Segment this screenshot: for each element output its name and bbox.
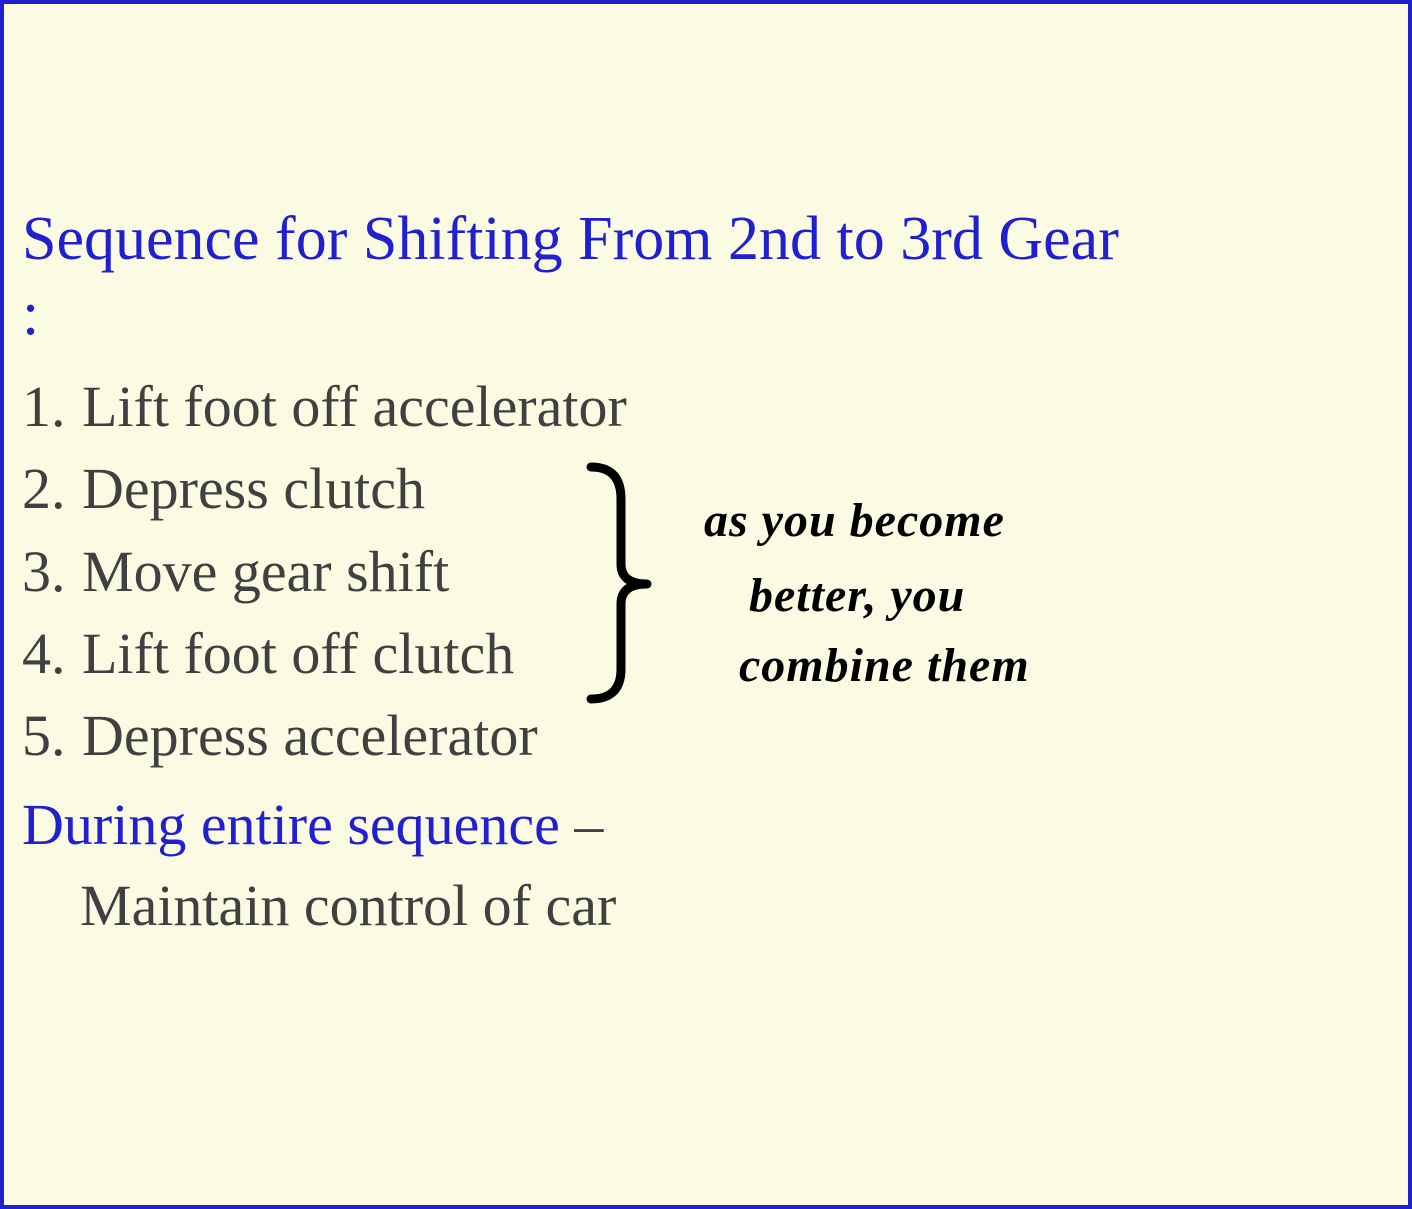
ordered-list: 1. Lift foot off accelerator 2. Depress … <box>22 366 1390 778</box>
title-colon: : <box>22 280 1390 348</box>
list-number: 1. <box>22 366 82 448</box>
indent-text: Maintain control of car <box>22 865 1390 946</box>
list-text: Lift foot off clutch <box>82 613 1390 695</box>
list-item: 2. Depress clutch <box>22 448 1390 530</box>
subtitle-dash: – <box>560 792 604 857</box>
list-text: Move gear shift <box>82 531 1390 613</box>
subtitle-blue: During entire sequence <box>22 792 560 857</box>
list-number: 4. <box>22 613 82 695</box>
list-item: 4. Lift foot off clutch <box>22 613 1390 695</box>
list-item: 3. Move gear shift <box>22 531 1390 613</box>
slide-container: Sequence for Shifting From 2nd to 3rd Ge… <box>0 0 1412 1209</box>
list-item: 1. Lift foot off accelerator <box>22 366 1390 448</box>
list-text: Depress clutch <box>82 448 1390 530</box>
slide-title: Sequence for Shifting From 2nd to 3rd Ge… <box>22 199 1390 280</box>
list-text: Depress accelerator <box>82 695 1390 777</box>
list-text: Lift foot off accelerator <box>82 366 1390 448</box>
list-item: 5. Depress accelerator <box>22 695 1390 777</box>
list-number: 3. <box>22 531 82 613</box>
list-number: 2. <box>22 448 82 530</box>
list-number: 5. <box>22 695 82 777</box>
subtitle-line: During entire sequence – <box>22 784 1390 865</box>
